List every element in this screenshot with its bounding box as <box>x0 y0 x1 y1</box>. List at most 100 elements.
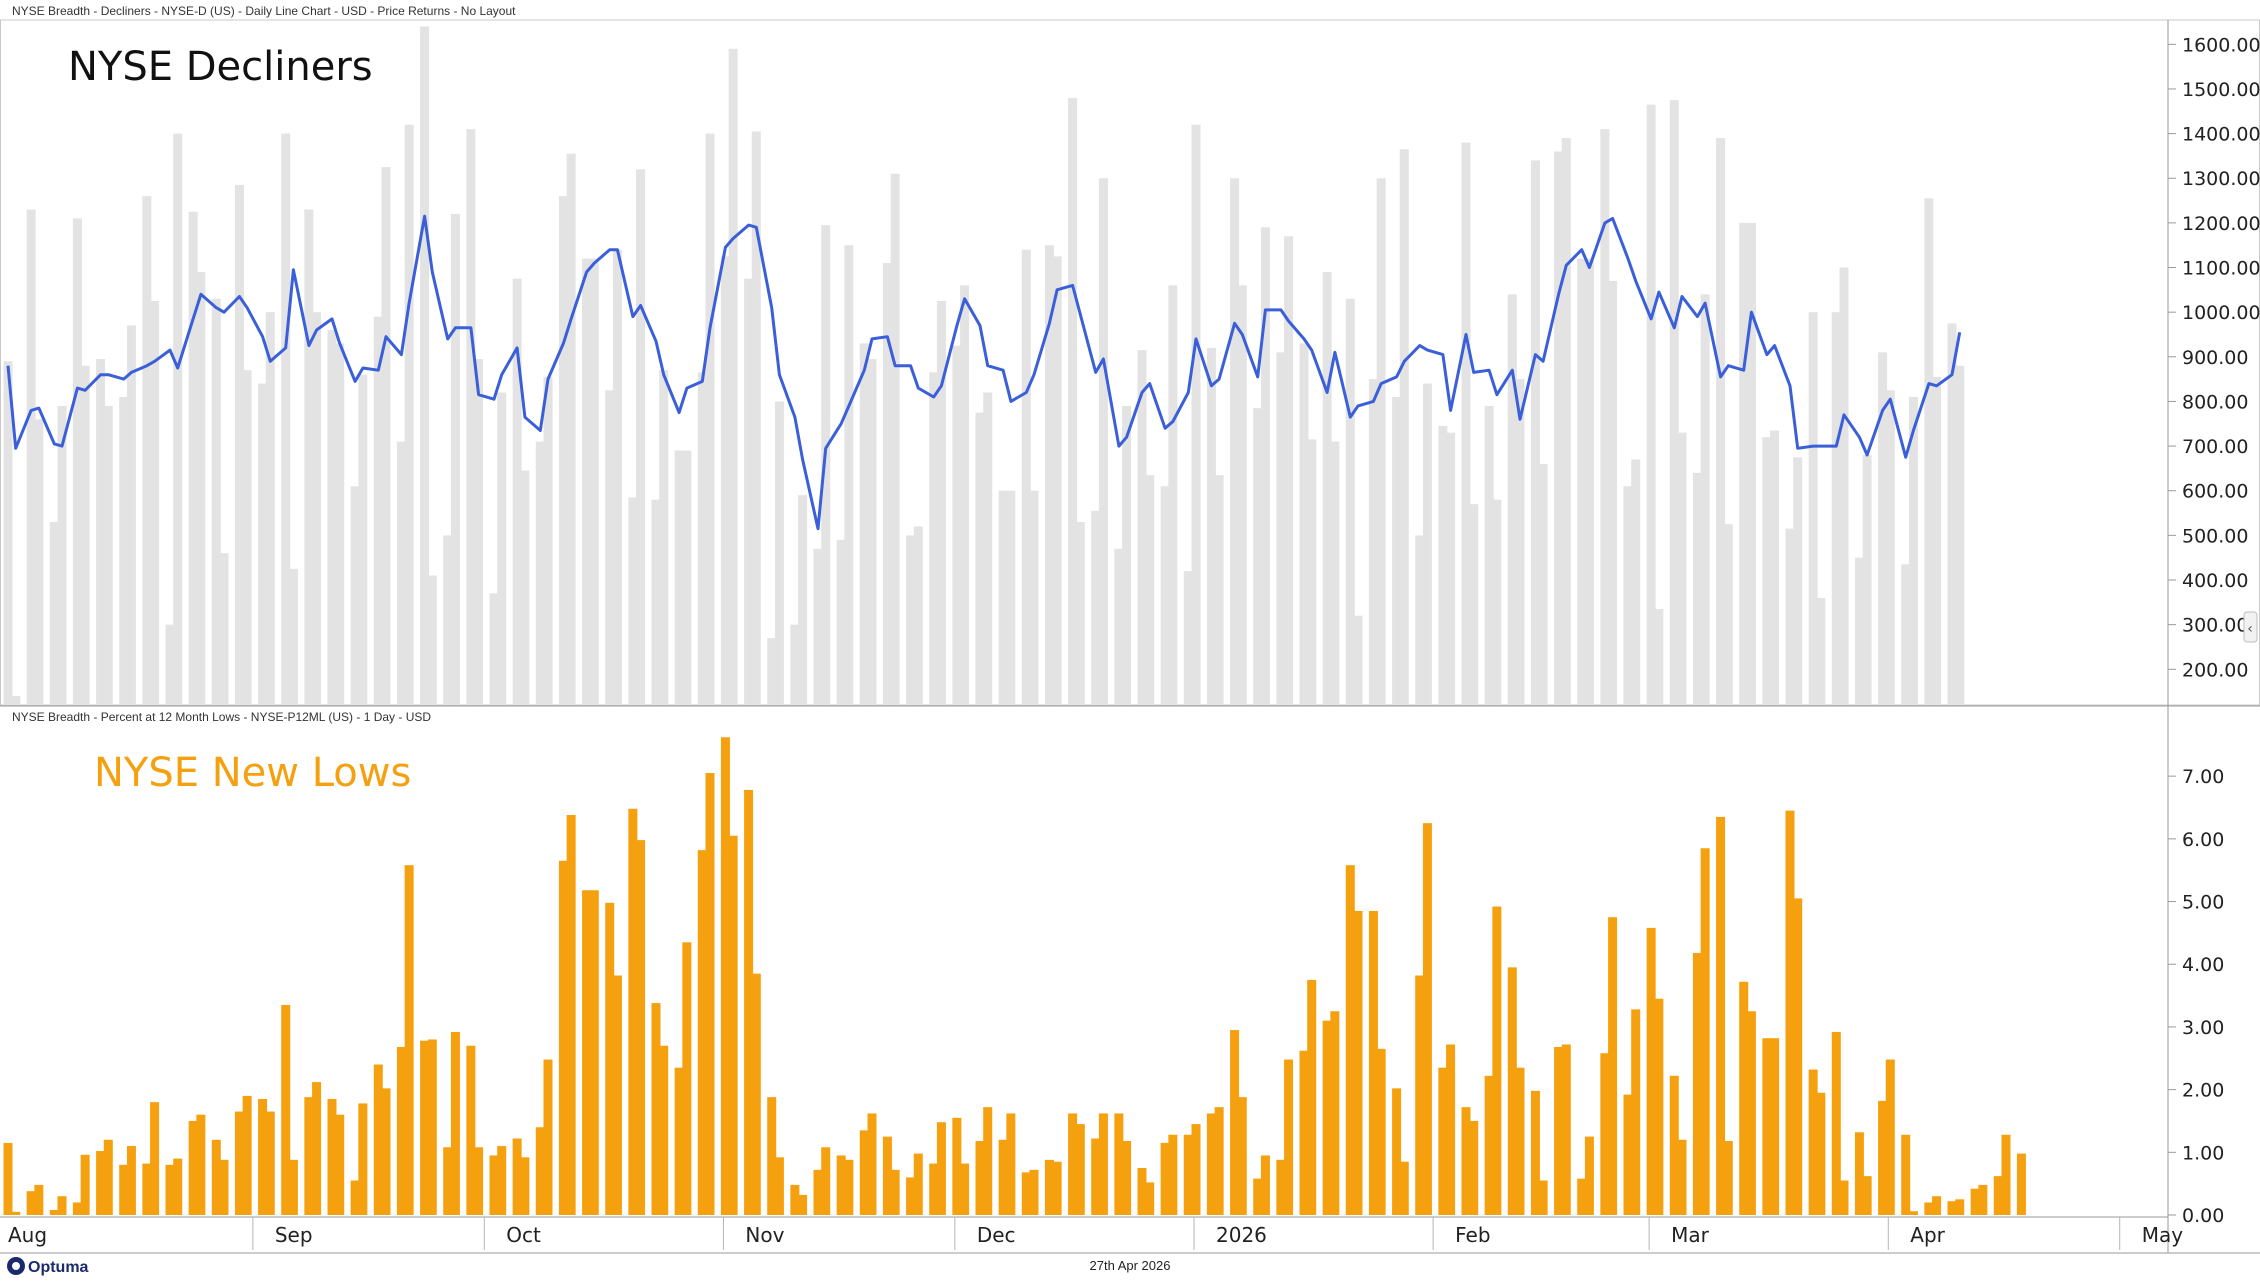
new-lows-bar <box>49 1209 59 1215</box>
volume-bar <box>327 330 337 705</box>
volume-bar <box>126 325 136 705</box>
new-lows-bar <box>281 1004 291 1215</box>
new-lows-bar <box>1762 1038 1772 1215</box>
new-lows-bar <box>535 1127 545 1215</box>
new-lows-title: NYSE New Lows <box>94 750 411 796</box>
y-tick-label: 700.00 <box>2182 436 2248 458</box>
volume-bar <box>1345 298 1355 705</box>
volume-bar <box>1955 365 1965 705</box>
new-lows-bar <box>520 1157 530 1215</box>
month-label: Oct <box>506 1223 541 1247</box>
volume-bar <box>288 568 298 705</box>
new-lows-bar <box>813 1169 823 1215</box>
volume-bar <box>998 490 1008 705</box>
volume-bar <box>1608 280 1618 705</box>
volume-bar <box>1646 104 1656 706</box>
new-lows-bar <box>975 1141 985 1215</box>
new-lows-bar <box>1446 1044 1456 1215</box>
new-lows-bar <box>1716 816 1726 1215</box>
y-tick-label: 600.00 <box>2182 481 2248 503</box>
new-lows-bar <box>443 1147 453 1215</box>
new-lows-bar <box>1908 1211 1918 1215</box>
new-lows-bar <box>1399 1161 1409 1215</box>
collapse-panel-handle[interactable]: ‹ <box>2243 611 2258 643</box>
new-lows-bar <box>1237 1097 1247 1215</box>
volume-bar <box>281 133 291 705</box>
new-lows-bar <box>1353 910 1363 1215</box>
volume-bar <box>589 258 599 705</box>
new-lows-bar <box>512 1138 522 1215</box>
new-lows-bar <box>1793 898 1803 1215</box>
new-lows-bar <box>1145 1182 1155 1215</box>
new-lows-bar <box>1206 1113 1216 1215</box>
volume-bar <box>1908 396 1918 705</box>
volume-bar <box>1515 379 1525 705</box>
y-tick-label: 1500.00 <box>2182 79 2260 101</box>
volume-bar <box>34 419 44 705</box>
new-lows-bar <box>682 942 692 1215</box>
new-lows-bar <box>1415 975 1425 1215</box>
new-lows-bar <box>929 1163 939 1215</box>
new-lows-bar <box>1307 979 1317 1215</box>
new-lows-bar <box>11 1211 21 1215</box>
new-lows-bar <box>1214 1107 1224 1215</box>
new-lows-bar <box>1654 998 1664 1215</box>
volume-bar <box>659 370 669 705</box>
volume-bar <box>1623 486 1633 705</box>
volume-bar <box>373 316 383 705</box>
volume-bar <box>1530 160 1540 705</box>
volume-bar <box>913 526 923 705</box>
volume-bar <box>1368 379 1378 705</box>
new-lows-bar <box>1646 927 1656 1215</box>
decliners-line <box>6 214 1962 531</box>
new-lows-bar <box>890 1169 900 1215</box>
volume-bar <box>774 401 784 705</box>
volume-bar <box>558 196 568 706</box>
volume-bar <box>728 48 738 706</box>
new-lows-bar <box>1253 1178 1263 1215</box>
new-lows-bar <box>34 1184 44 1215</box>
volume-bar <box>3 361 13 705</box>
volume-bar <box>1214 475 1224 705</box>
volume-bar <box>1461 142 1471 705</box>
volume-bar <box>443 535 453 705</box>
volume-bar <box>497 392 507 705</box>
volume-bar <box>1168 285 1178 705</box>
new-lows-bar <box>1723 1141 1733 1215</box>
volume-bar <box>420 26 430 706</box>
volume-bar <box>1237 285 1247 705</box>
volume-bar <box>960 285 970 705</box>
new-lows-bar <box>1322 1020 1332 1215</box>
decliners-title: NYSE Decliners <box>68 44 373 90</box>
new-lows-bar <box>821 1147 831 1215</box>
new-lows-bar <box>1191 1124 1201 1215</box>
volume-bar <box>1376 178 1386 706</box>
new-lows-bar <box>566 815 576 1215</box>
new-lows-bar <box>798 1194 808 1215</box>
decliners-y-axis: 200.00 300.00 400.00 500.00 600.00 700.00 800.… <box>2168 34 2260 681</box>
volume-bar <box>1723 524 1733 705</box>
volume-bar <box>1885 390 1895 705</box>
new-lows-bar <box>543 1059 553 1215</box>
volume-bar <box>1392 396 1402 705</box>
new-lows-bar <box>1700 848 1710 1215</box>
new-lows-bar <box>335 1114 345 1215</box>
new-lows-bar <box>1677 1139 1687 1215</box>
footer-bar: Optuma 27th Apr 2026 <box>0 1252 2260 1276</box>
new-lows-bar <box>844 1159 854 1215</box>
new-lows-bar <box>3 1142 13 1215</box>
new-lows-bar <box>72 1202 82 1215</box>
new-lows-bar <box>1692 952 1702 1215</box>
volume-bar <box>674 450 684 705</box>
volume-bar <box>312 312 322 705</box>
volume-bar <box>1299 343 1309 705</box>
y-tick-label: 800.00 <box>2182 391 2248 413</box>
volume-bar <box>1052 256 1062 705</box>
month-label: 2026 <box>1216 1223 1267 1247</box>
optuma-logo-text: Optuma <box>28 1259 89 1276</box>
volume-bar <box>1816 597 1826 705</box>
new-lows-bar <box>312 1082 322 1215</box>
volume-bar <box>211 298 221 705</box>
volume-bar <box>1029 490 1039 705</box>
y-tick-label: 1100.00 <box>2182 258 2260 280</box>
